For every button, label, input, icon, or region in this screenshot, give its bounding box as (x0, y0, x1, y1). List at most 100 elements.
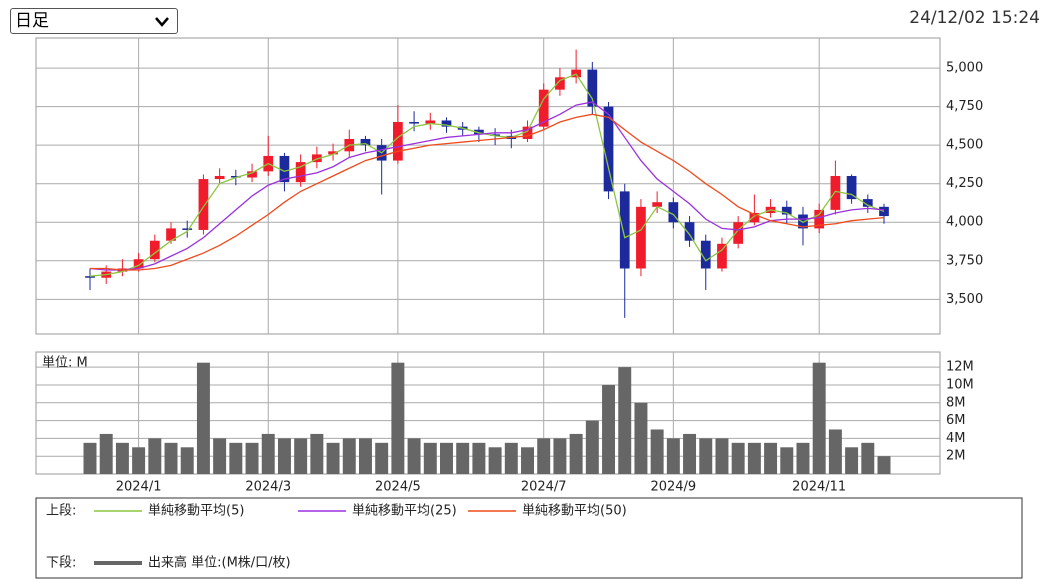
candle-body (879, 206, 889, 217)
volume-bar (229, 442, 243, 474)
candle-body (425, 120, 436, 124)
candle-body (263, 155, 274, 172)
legend-group: 下段: (46, 556, 76, 571)
y-tick-label: 4,250 (946, 176, 983, 191)
y-tick-label: 5,000 (946, 61, 983, 76)
volume-axis-label: 単位: M (42, 355, 88, 371)
volume-bar (812, 362, 826, 474)
volume-bar (326, 442, 340, 474)
candle-body (393, 122, 403, 161)
volume-bar (164, 442, 178, 474)
y-tick-label: 4M (946, 431, 966, 446)
y-tick-label: 3,500 (946, 292, 983, 307)
volume-bar (245, 442, 259, 474)
candle-body (409, 122, 419, 124)
candle-body (749, 212, 760, 223)
volume-bar (277, 438, 291, 474)
candle-body (344, 138, 355, 152)
candle-body (506, 135, 517, 139)
volume-bar (99, 433, 113, 474)
volume-bar (585, 420, 599, 474)
candle-body (85, 276, 95, 278)
volume-bar (602, 384, 616, 474)
candle-body (619, 191, 630, 269)
candle-body (101, 271, 112, 278)
ma-line (90, 113, 885, 271)
candle-body (798, 214, 808, 229)
candle-body (376, 145, 387, 161)
volume-bar (828, 429, 842, 474)
y-tick-label: 12M (946, 360, 974, 375)
volume-bar (618, 367, 632, 474)
candle-body (733, 222, 744, 244)
period-text: 日足 (15, 11, 49, 31)
candle-body (522, 126, 533, 139)
candle-body (587, 69, 598, 107)
volume-bar (553, 438, 567, 474)
candle-body (133, 259, 144, 269)
legend-group: 上段: (46, 504, 76, 519)
candle-body (117, 268, 128, 272)
candle-body (230, 175, 241, 178)
y-tick-label: 4,750 (946, 99, 983, 114)
candle-body (328, 151, 338, 155)
candle-body (457, 126, 468, 130)
candle-body (247, 171, 257, 178)
price-frame (35, 37, 941, 335)
volume-bar (877, 456, 891, 474)
volume-bar (310, 433, 324, 474)
candle-body (830, 175, 841, 210)
volume-bar (504, 442, 518, 474)
volume-bar (375, 442, 389, 474)
x-tick-label: 2024/9 (650, 480, 696, 495)
candle-body (846, 175, 857, 200)
volume-bar (488, 447, 502, 474)
volume-bar (115, 442, 129, 474)
chevron (155, 17, 169, 27)
candle-body (474, 129, 484, 135)
x-tick-label: 2024/1 (116, 480, 162, 495)
candle-body (571, 69, 581, 78)
y-tick-label: 4,000 (946, 215, 983, 230)
timestamp: 24/12/02 15:24 (909, 8, 1040, 28)
candle-body (214, 175, 225, 180)
candle-body (555, 77, 565, 90)
candle-body (862, 199, 873, 207)
volume-bar (261, 433, 275, 474)
x-tick-label: 2024/11 (792, 480, 846, 495)
volume-bar (650, 429, 664, 474)
volume-bar (845, 447, 859, 474)
candle-body (360, 138, 371, 146)
candle-body (182, 228, 193, 230)
candle-body (717, 243, 727, 269)
volume-bar (537, 438, 551, 474)
volume-bar (83, 442, 97, 474)
volume-bar (521, 447, 534, 474)
volume-bar (456, 442, 470, 474)
x-tick-label: 2024/7 (521, 480, 567, 495)
y-tick-label: 2M (946, 449, 966, 464)
candle-body (636, 206, 646, 269)
x-tick-label: 2024/3 (245, 480, 291, 495)
volume-bar (213, 438, 227, 474)
candle-body (781, 206, 792, 215)
y-tick-label: 6M (946, 413, 966, 428)
period-select[interactable]: 日足 (10, 8, 178, 34)
y-tick-label: 3,750 (946, 253, 983, 268)
ma-line (89, 73, 885, 277)
volume-bar (780, 447, 794, 474)
y-tick-label: 10M (946, 377, 974, 392)
candle-body (652, 202, 663, 207)
volume-bar (180, 447, 194, 474)
volume-bar (440, 442, 453, 474)
volume-bar (731, 442, 745, 474)
volume-bar (699, 438, 713, 474)
candle-body (149, 240, 160, 260)
volume-bar (715, 438, 729, 474)
legend-label: 出来高 単位:(M株/口/枚) (148, 555, 291, 571)
candle-body (814, 209, 825, 229)
y-tick-label: 4,500 (946, 138, 983, 153)
legend-label: 単純移動平均(25) (352, 503, 457, 519)
volume-bar (407, 438, 421, 474)
